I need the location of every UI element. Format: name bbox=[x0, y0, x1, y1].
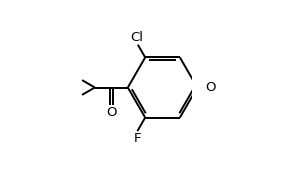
Text: Cl: Cl bbox=[130, 31, 144, 44]
Text: O: O bbox=[106, 106, 117, 119]
Text: O: O bbox=[205, 81, 215, 94]
Text: F: F bbox=[134, 132, 141, 145]
